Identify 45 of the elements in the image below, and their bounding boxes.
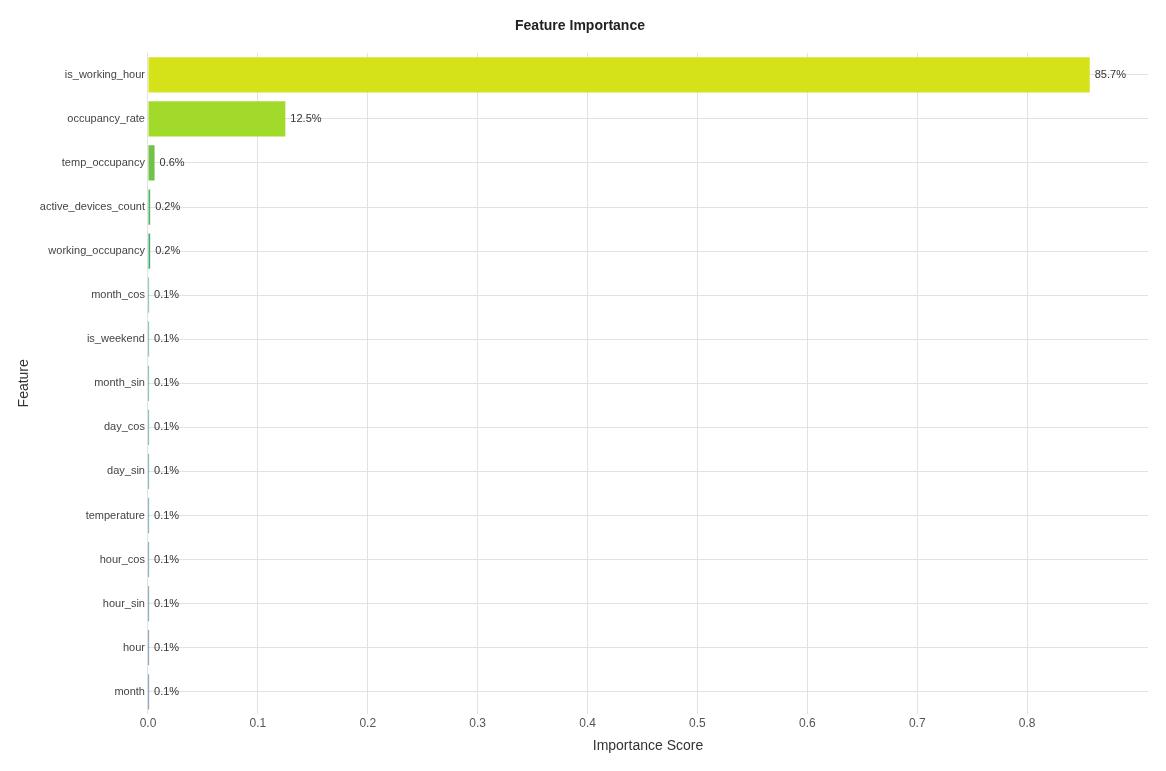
data-label: 12.5%	[290, 111, 322, 124]
y-tick-label: hour	[122, 640, 146, 653]
x-tick-label: 0.0	[139, 716, 157, 731]
data-label: 0.1%	[154, 508, 180, 521]
x-axis-title: Importance Score	[592, 737, 704, 754]
data-label: 0.1%	[154, 288, 180, 301]
bar	[148, 57, 1090, 93]
x-tick-label: 0.1	[249, 716, 267, 731]
y-tick-label: month	[114, 684, 145, 697]
y-tick-label: month_cos	[91, 288, 146, 301]
data-label: 0.1%	[154, 376, 180, 389]
x-tick-label: 0.4	[579, 716, 597, 731]
data-label: 0.1%	[154, 420, 180, 433]
y-tick-label: temp_occupancy	[61, 156, 146, 168]
y-tick-label: day_sin	[107, 464, 145, 477]
y-tick-label: day_cos	[103, 420, 146, 433]
data-label: 0.2%	[155, 200, 181, 213]
data-label: 0.1%	[154, 552, 180, 565]
x-tick-label: 0.8	[1018, 716, 1036, 731]
data-label: 85.7%	[1094, 67, 1127, 80]
y-tick-label: hour_sin	[102, 596, 145, 609]
y-tick-label: month_sin	[94, 376, 145, 389]
data-label: 0.6%	[159, 156, 185, 168]
y-tick-label: working_occupancy	[47, 244, 146, 257]
y-tick-label: occupancy_rate	[67, 111, 145, 124]
y-tick-label: hour_cos	[99, 552, 146, 565]
y-tick-label: is_working_hour	[64, 67, 146, 80]
y-tick-label: active_devices_count	[39, 200, 145, 213]
x-tick-label: 0.6	[798, 716, 816, 731]
x-tick-label: 0.3	[469, 716, 487, 731]
data-label: 0.1%	[154, 464, 180, 477]
y-tick-label: is_weekend	[86, 332, 145, 345]
x-tick-label: 0.2	[359, 716, 377, 731]
data-label: 0.1%	[154, 596, 180, 609]
x-tick-label: 0.5	[689, 716, 707, 731]
y-tick-label: temperature	[85, 508, 145, 521]
data-label: 0.1%	[154, 684, 180, 697]
bar	[148, 145, 155, 181]
data-label: 0.1%	[154, 332, 180, 345]
data-label: 0.2%	[155, 244, 181, 257]
data-label: 0.1%	[154, 640, 180, 653]
chart-title: Feature Importance	[515, 17, 646, 34]
y-axis-title: Feature	[15, 358, 32, 408]
x-tick-label: 0.7	[908, 716, 926, 731]
bar	[148, 101, 286, 137]
